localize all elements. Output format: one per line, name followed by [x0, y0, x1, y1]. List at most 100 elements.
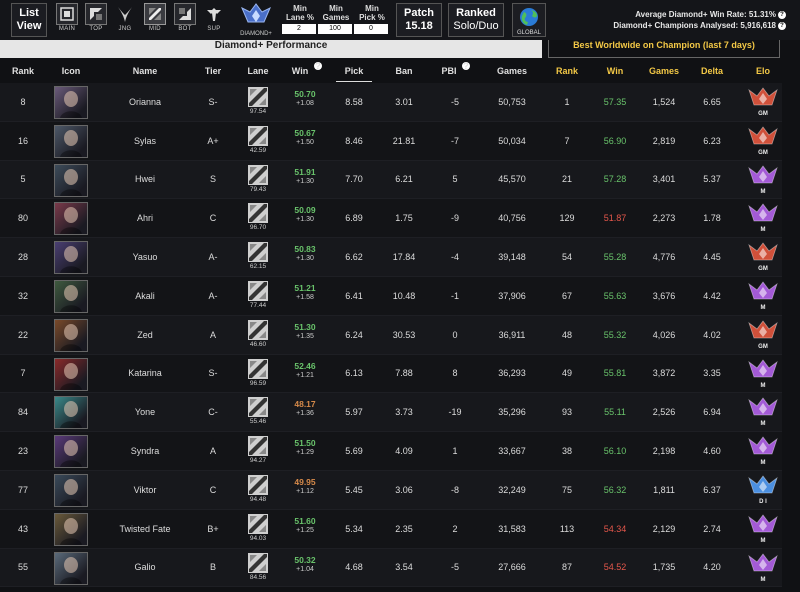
- col-pick[interactable]: Pick: [344, 66, 364, 76]
- col-best-rank[interactable]: Rank: [555, 66, 579, 76]
- cell-tier: B+: [207, 523, 219, 534]
- col-name[interactable]: Name: [132, 66, 158, 76]
- champion-portrait[interactable]: [54, 551, 88, 585]
- champion-portrait[interactable]: [54, 202, 88, 236]
- cell-best-rank: 75: [561, 484, 573, 495]
- cell-elo[interactable]: M: [748, 201, 778, 233]
- cell-name[interactable]: Akali: [135, 290, 155, 301]
- cell-name[interactable]: Hwei: [134, 174, 156, 185]
- cell-elo[interactable]: GM: [748, 240, 778, 272]
- table-row[interactable]: 23 Syndra A 94.27 51.50 +1.29 5.69 4.09 …: [0, 432, 782, 471]
- champion-portrait[interactable]: [54, 163, 88, 197]
- table-row[interactable]: 43 Twisted Fate B+ 94.03 51.60 +1.25 5.3…: [0, 509, 782, 549]
- col-pbi[interactable]: PBI: [441, 66, 457, 76]
- min-lane-input[interactable]: 2: [282, 24, 316, 34]
- cell-name[interactable]: Syndra: [130, 446, 160, 457]
- col-rank[interactable]: Rank: [11, 66, 35, 76]
- champion-portrait[interactable]: [54, 86, 88, 119]
- cell-elo[interactable]: M: [748, 357, 778, 389]
- cell-elo[interactable]: GM: [748, 318, 778, 350]
- cell-name[interactable]: Katarina: [128, 368, 162, 379]
- cell-name[interactable]: Viktor: [133, 484, 157, 495]
- col-tier[interactable]: Tier: [204, 66, 222, 76]
- region-selector[interactable]: GLOBAL: [512, 3, 546, 37]
- scrollbar[interactable]: [782, 59, 800, 592]
- table-row[interactable]: 8 Orianna S- 97.54 50.70 +1.08 8.58 3.01…: [0, 83, 782, 122]
- cell-elo[interactable]: D I: [748, 473, 778, 505]
- cell-elo[interactable]: M: [748, 395, 778, 427]
- cell-name[interactable]: Ahri: [136, 213, 154, 224]
- table-row[interactable]: 16 Sylas A+ 42.59 50.67 +1.50 8.46 21.81…: [0, 121, 782, 161]
- table-row[interactable]: 84 Yone C- 55.46 48.17 +1.36 5.97 3.73 -…: [0, 393, 782, 433]
- table-row[interactable]: 7 Katarina S- 96.59 52.46 +1.21 6.13 7.8…: [0, 354, 782, 394]
- cell-rank: 28: [17, 252, 29, 263]
- cell-name[interactable]: Yasuo: [132, 252, 158, 263]
- win-delta: +1.29: [296, 449, 314, 457]
- sort-indicator: [336, 81, 372, 82]
- cell-name[interactable]: Galio: [134, 562, 156, 573]
- min-games-input[interactable]: 100: [318, 24, 352, 34]
- cell-name[interactable]: Yone: [134, 407, 156, 418]
- champion-portrait[interactable]: [54, 241, 88, 275]
- cell-delta: 4.42: [703, 290, 721, 301]
- min-pick-input[interactable]: 0: [354, 24, 388, 34]
- table-row[interactable]: 28 Yasuo A- 62.15 50.83 +1.30 6.62 17.84…: [0, 238, 782, 277]
- help-icon[interactable]: ?: [314, 61, 322, 71]
- cell-pbi: -19: [448, 407, 462, 418]
- role-filter-main[interactable]: MAIN: [54, 3, 80, 32]
- role-filter-bot[interactable]: BOT: [172, 3, 198, 32]
- cell-tier: A+: [207, 135, 219, 146]
- lane-percent: 55.46: [249, 418, 267, 426]
- table-row[interactable]: 55 Galio B 84.56 50.32 +1.04 4.68 3.54 -…: [0, 548, 782, 588]
- champion-portrait[interactable]: [54, 512, 88, 546]
- col-best-games[interactable]: Games: [648, 66, 680, 76]
- avg-win-rate-text: Average Diamond+ Win Rate: 51.31%: [635, 10, 776, 19]
- table-row[interactable]: 22 Zed A 46.60 51.30 +1.35 6.24 30.53 0 …: [0, 315, 782, 355]
- cell-elo[interactable]: GM: [748, 124, 778, 156]
- champion-portrait[interactable]: [54, 396, 88, 430]
- table-row[interactable]: 80 Ahri C 96.70 50.09 +1.30 6.89 1.75 -9…: [0, 199, 782, 239]
- cell-elo[interactable]: M: [748, 551, 778, 583]
- col-ban[interactable]: Ban: [395, 66, 413, 76]
- rank-filter-dropdown[interactable]: DIAMOND+: [238, 2, 274, 37]
- champion-portrait[interactable]: [54, 435, 88, 469]
- cell-elo[interactable]: GM: [748, 85, 778, 117]
- cell-name[interactable]: Zed: [137, 329, 153, 340]
- cell-elo[interactable]: M: [748, 512, 778, 544]
- table-row[interactable]: 77 Viktor C 94.48 49.95 +1.12 5.45 3.06 …: [0, 470, 782, 510]
- col-elo[interactable]: Elo: [755, 66, 771, 76]
- table-row[interactable]: 32 Akali A- 77.44 51.21 +1.58 6.41 10.48…: [0, 276, 782, 316]
- col-lane[interactable]: Lane: [247, 66, 269, 76]
- patch-selector[interactable]: Patch 15.18: [396, 3, 442, 37]
- help-icon[interactable]: ?: [462, 61, 470, 71]
- col-best-win[interactable]: Win: [606, 66, 624, 76]
- champion-portrait[interactable]: [54, 473, 88, 507]
- mid-lane-icon: [248, 552, 268, 573]
- col-win[interactable]: Win: [291, 66, 309, 76]
- list-view-button[interactable]: List View: [11, 3, 47, 37]
- role-filter-support[interactable]: SUP: [201, 3, 227, 32]
- champion-portrait[interactable]: [54, 279, 88, 313]
- role-filter-jungle[interactable]: JNG: [112, 3, 138, 32]
- cell-name[interactable]: Sylas: [133, 135, 157, 146]
- elo-badge-icon: [748, 552, 778, 571]
- cell-elo[interactable]: M: [748, 434, 778, 466]
- col-games[interactable]: Games: [496, 66, 528, 76]
- cell-name[interactable]: Orianna: [128, 96, 162, 107]
- table-row[interactable]: 5 Hwei S 79.43 51.91 +1.30 7.70 6.21 5 4…: [0, 160, 782, 200]
- champion-portrait[interactable]: [54, 357, 88, 391]
- role-filter-mid[interactable]: MID: [142, 3, 168, 32]
- help-icon[interactable]: ?: [778, 22, 786, 30]
- cell-elo[interactable]: M: [748, 163, 778, 195]
- cell-ban: 3.73: [395, 407, 413, 418]
- cell-name[interactable]: Twisted Fate: [119, 523, 171, 534]
- queue-selector[interactable]: Ranked Solo/Duo: [448, 3, 504, 37]
- help-icon[interactable]: ?: [778, 11, 786, 19]
- col-delta[interactable]: Delta: [700, 66, 724, 76]
- role-filter-top[interactable]: TOP: [83, 3, 109, 32]
- cell-pick: 6.89: [345, 213, 363, 224]
- cell-pbi: 0: [452, 329, 458, 340]
- champion-portrait[interactable]: [54, 124, 88, 158]
- champion-portrait[interactable]: [54, 318, 88, 352]
- cell-elo[interactable]: M: [748, 279, 778, 311]
